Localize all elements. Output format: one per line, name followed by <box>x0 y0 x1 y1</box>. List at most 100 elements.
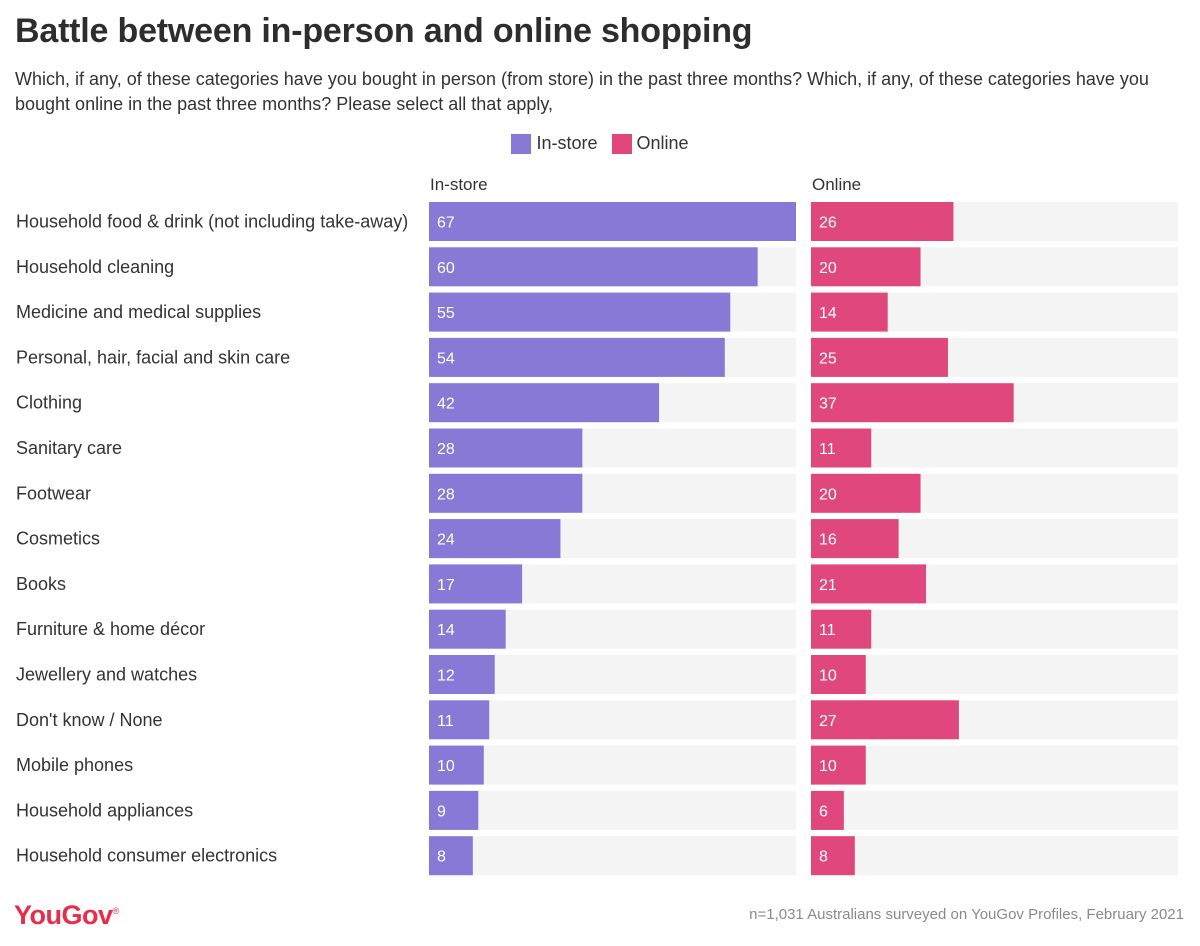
category-label-books: Books <box>16 574 66 594</box>
bar-online-household-cleaning <box>811 247 921 287</box>
bar-online-mobile-phones <box>811 745 866 785</box>
bar-online-books <box>811 564 927 604</box>
bar-online-footwear <box>811 473 921 513</box>
bar-in-store-books <box>429 564 523 604</box>
category-label-household-appliances: Household appliances <box>16 800 193 820</box>
data-label-online: 27 <box>819 713 837 730</box>
bar-in-store-footwear <box>429 473 583 513</box>
data-label-online: 11 <box>819 441 836 458</box>
category-label-sanitary-care: Sanitary care <box>16 438 122 458</box>
category-label-household-food-drink-not-including-take-away: Household food & drink (not including ta… <box>16 212 408 232</box>
data-label-in-store: 54 <box>437 350 455 367</box>
bar-in-store-personal-hair-facial-and-skin-care <box>429 337 725 377</box>
data-label-in-store: 14 <box>437 622 455 639</box>
category-label-don-t-know-none: Don't know / None <box>16 710 163 730</box>
category-label-jewellery-and-watches: Jewellery and watches <box>16 665 197 685</box>
yougov-logo-text: YouGov <box>14 900 113 930</box>
panel-header-online: Online <box>812 175 861 194</box>
bar-in-store-don-t-know-none <box>429 700 490 740</box>
bar-in-store-clothing <box>429 383 660 423</box>
bar-in-store-mobile-phones <box>429 745 484 785</box>
data-label-online: 37 <box>819 396 837 413</box>
legend-item-in-store: In-store <box>511 133 598 154</box>
bar-track-in-store <box>429 790 796 830</box>
data-label-online: 20 <box>819 486 837 503</box>
bar-online-cosmetics <box>811 519 899 559</box>
data-label-online: 10 <box>819 758 837 775</box>
data-label-in-store: 60 <box>437 260 455 277</box>
bar-in-store-cosmetics <box>429 519 561 559</box>
data-label-online: 10 <box>819 668 837 685</box>
data-label-online: 26 <box>819 215 837 232</box>
bar-online-jewellery-and-watches <box>811 655 866 694</box>
bar-in-store-household-consumer-electronics <box>429 836 473 876</box>
footer-note: n=1,031 Australians surveyed on YouGov P… <box>749 906 1184 923</box>
category-label-household-consumer-electronics: Household consumer electronics <box>16 846 277 866</box>
data-label-online: 11 <box>819 622 836 639</box>
bar-in-store-household-food-drink-not-including-take-away <box>429 202 796 241</box>
data-label-in-store: 17 <box>437 577 455 594</box>
bar-in-store-sanitary-care <box>429 428 583 468</box>
data-label-online: 25 <box>819 350 837 367</box>
data-label-online: 14 <box>819 305 837 322</box>
data-label-in-store: 28 <box>437 486 455 503</box>
legend-label-online: Online <box>636 133 689 153</box>
chart-subtitle: Which, if any, of these categories have … <box>15 69 1149 114</box>
bar-online-furniture-home-d-cor <box>811 609 872 649</box>
bar-track-online <box>811 745 1178 785</box>
data-label-online: 20 <box>819 260 837 277</box>
data-label-online: 6 <box>819 803 828 820</box>
bar-online-don-t-know-none <box>811 700 959 740</box>
category-label-cosmetics: Cosmetics <box>16 529 100 549</box>
bar-track-in-store <box>429 700 796 740</box>
bar-track-in-store <box>429 745 796 785</box>
bar-online-clothing <box>811 383 1014 423</box>
bar-track-online <box>811 790 1178 830</box>
bar-online-personal-hair-facial-and-skin-care <box>811 337 948 377</box>
data-label-in-store: 11 <box>437 713 454 730</box>
bar-online-medicine-and-medical-supplies <box>811 292 888 332</box>
data-label-in-store: 10 <box>437 758 455 775</box>
bar-online-sanitary-care <box>811 428 872 468</box>
bar-in-store-medicine-and-medical-supplies <box>429 292 731 332</box>
bar-track-online <box>811 836 1178 876</box>
bar-in-store-household-appliances <box>429 790 479 830</box>
category-label-mobile-phones: Mobile phones <box>16 755 133 775</box>
data-label-in-store: 8 <box>437 849 446 866</box>
bar-track-in-store <box>429 836 796 876</box>
data-label-in-store: 24 <box>437 532 455 549</box>
category-label-furniture-home-d-cor: Furniture & home décor <box>16 619 205 639</box>
data-label-online: 16 <box>819 532 837 549</box>
category-label-footwear: Footwear <box>16 483 91 503</box>
legend: In-store Online <box>0 133 1200 154</box>
bar-online-household-consumer-electronics <box>811 836 855 876</box>
legend-swatch-online <box>611 133 632 154</box>
data-label-online: 21 <box>819 577 837 594</box>
category-label-clothing: Clothing <box>16 393 82 413</box>
bar-online-household-food-drink-not-including-take-away <box>811 202 954 241</box>
bar-track-online <box>811 655 1178 694</box>
category-label-personal-hair-facial-and-skin-care: Personal, hair, facial and skin care <box>16 347 290 367</box>
bar-in-store-furniture-home-d-cor <box>429 609 506 649</box>
bar-online-household-appliances <box>811 790 844 830</box>
yougov-logo: YouGov® <box>14 900 119 930</box>
data-label-in-store: 28 <box>437 441 455 458</box>
category-label-household-cleaning: Household cleaning <box>16 257 174 277</box>
data-label-in-store: 67 <box>437 215 455 232</box>
panel-header-in-store: In-store <box>430 175 488 194</box>
bar-in-store-jewellery-and-watches <box>429 655 495 694</box>
bar-in-store-household-cleaning <box>429 247 758 287</box>
legend-label-in-store: In-store <box>536 133 598 153</box>
chart-title: Battle between in-person and online shop… <box>15 12 753 50</box>
data-label-online: 8 <box>819 849 828 866</box>
data-label-in-store: 12 <box>437 668 455 685</box>
bar-track-online <box>811 428 1178 468</box>
data-label-in-store: 55 <box>437 305 455 322</box>
bar-track-online <box>811 609 1178 649</box>
data-label-in-store: 9 <box>437 803 446 820</box>
data-label-in-store: 42 <box>437 396 455 413</box>
legend-item-online: Online <box>611 133 689 154</box>
legend-swatch-in-store <box>511 133 532 154</box>
category-label-medicine-and-medical-supplies: Medicine and medical supplies <box>16 302 261 322</box>
